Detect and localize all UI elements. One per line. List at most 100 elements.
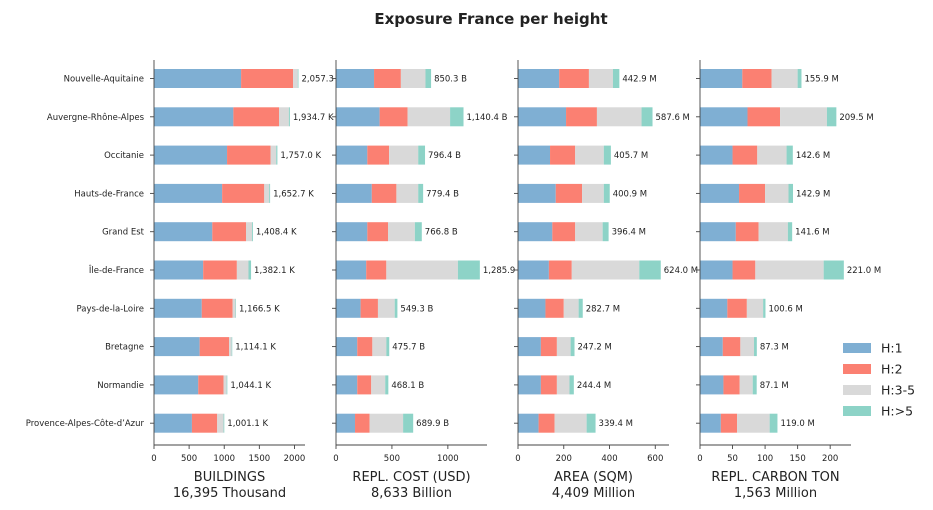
bar-segment-H1-0 xyxy=(336,69,375,88)
bar-segment-H1-3 xyxy=(700,183,740,203)
bar-segment-H2-5 xyxy=(366,260,387,280)
bar-total-label: 87.1 M xyxy=(760,381,789,391)
bar-segment-H1-9 xyxy=(336,413,356,433)
bar-segment-H5-6 xyxy=(578,298,583,318)
bar-segment-H5-8 xyxy=(226,375,228,395)
bar-segment-H2-1 xyxy=(233,107,280,127)
bar-segment-H35-8 xyxy=(556,375,570,395)
bar-segment-H35-9 xyxy=(554,413,587,433)
bar-segment-H5-3 xyxy=(788,183,794,203)
x-tick-label: 100 xyxy=(757,454,773,464)
bar-segment-H35-9 xyxy=(369,413,404,433)
legend-swatch xyxy=(843,406,871,416)
category-label: Provence-Alpes-Côte-d’Azur xyxy=(26,418,145,429)
bar-segment-H2-5 xyxy=(732,260,756,280)
bar-segment-H2-6 xyxy=(727,298,747,318)
x-tick-label: 500 xyxy=(181,454,197,464)
bar-segment-H2-7 xyxy=(357,337,373,357)
x-axis-total: 4,409 Million xyxy=(552,486,635,501)
bar-total-label: 549.3 B xyxy=(400,304,433,314)
bar-segment-H1-2 xyxy=(518,145,551,165)
bar-total-label: 1,140.4 B xyxy=(467,113,508,123)
bar-segment-H5-5 xyxy=(457,260,480,280)
bar-segment-H35-1 xyxy=(596,107,642,127)
bar-segment-H1-8 xyxy=(154,375,199,395)
bar-total-label: 1,001.1 K xyxy=(227,419,268,429)
bar-segment-H5-1 xyxy=(450,107,464,127)
bar-segment-H1-8 xyxy=(518,375,541,395)
bar-segment-H2-6 xyxy=(360,298,378,318)
bar-segment-H2-0 xyxy=(241,69,294,88)
bar-segment-H1-0 xyxy=(700,69,743,88)
bar-segment-H5-6 xyxy=(763,298,766,318)
bar-segment-H2-3 xyxy=(222,183,265,203)
bar-total-label: 244.4 M xyxy=(577,381,611,391)
bar-segment-H5-0 xyxy=(297,69,299,88)
bar-segment-H5-8 xyxy=(752,375,757,395)
bar-total-label: 119.0 M xyxy=(780,419,814,429)
legend-swatch xyxy=(843,385,871,395)
bar-segment-H35-6 xyxy=(377,298,395,318)
bar-segment-H2-8 xyxy=(357,375,372,395)
x-axis-title: REPL. COST (USD) xyxy=(352,470,470,485)
bar-segment-H5-7 xyxy=(570,337,575,357)
bar-segment-H2-3 xyxy=(739,183,766,203)
x-tick-label: 0 xyxy=(151,454,156,464)
legend-label: H:1 xyxy=(881,341,903,356)
bar-segment-H5-7 xyxy=(754,337,757,357)
chart-panels: 2,057.3 K 1,934.7 K 1,757.0 K 1,652.7 K 1,40… xyxy=(150,60,881,501)
bar-segment-H2-4 xyxy=(735,222,759,242)
category-label: Nouvelle-Aquitaine xyxy=(64,75,144,85)
x-axis-total: 1,563 Million xyxy=(734,486,817,501)
bar-segment-H2-4 xyxy=(212,222,247,242)
bar-segment-H5-4 xyxy=(787,222,793,242)
bar-segment-H35-9 xyxy=(737,413,770,433)
bar-segment-H5-4 xyxy=(414,222,422,242)
bar-segment-H1-9 xyxy=(518,413,539,433)
bar-total-label: 1,652.7 K xyxy=(273,189,314,199)
bar-segment-H35-2 xyxy=(757,145,787,165)
bar-segment-H1-2 xyxy=(700,145,733,165)
bar-segment-H5-1 xyxy=(641,107,653,127)
legend-swatch xyxy=(843,343,871,353)
bar-segment-H35-3 xyxy=(396,183,419,203)
bar-total-label: 850.3 B xyxy=(434,75,467,85)
bar-segment-H1-6 xyxy=(336,298,361,318)
category-label: Grand Est xyxy=(102,228,145,238)
bar-segment-H2-7 xyxy=(722,337,741,357)
legend-swatch xyxy=(843,364,871,374)
bar-segment-H1-9 xyxy=(154,413,192,433)
bar-segment-H35-2 xyxy=(575,145,604,165)
bar-segment-H2-7 xyxy=(540,337,557,357)
bar-total-label: 475.7 B xyxy=(392,343,425,353)
panel-3: 442.9 M 587.6 M 405.7 M 400.9 M 396.4 M 624.0… xyxy=(514,60,698,501)
category-label: Île-de-France xyxy=(88,264,144,276)
bar-segment-H5-2 xyxy=(276,145,278,165)
bar-segment-H35-4 xyxy=(758,222,788,242)
bar-segment-H2-8 xyxy=(723,375,740,395)
bar-segment-H2-1 xyxy=(379,107,408,127)
bar-segment-H1-2 xyxy=(154,145,228,165)
bar-segment-H5-3 xyxy=(603,183,610,203)
bar-segment-H5-4 xyxy=(602,222,609,242)
bar-total-label: 2,057.3 K xyxy=(301,75,342,85)
legend: H:1 H:2 H:3-5 H:>5 xyxy=(843,341,915,419)
bar-segment-H5-4 xyxy=(251,222,253,242)
bar-segment-H1-3 xyxy=(518,183,556,203)
bar-segment-H35-4 xyxy=(246,222,252,242)
bar-segment-H2-0 xyxy=(374,69,401,88)
bar-segment-H35-7 xyxy=(229,337,232,357)
bar-segment-H5-5 xyxy=(248,260,252,280)
x-tick-label: 600 xyxy=(647,454,663,464)
bar-segment-H35-0 xyxy=(293,69,298,88)
bar-segment-H2-5 xyxy=(548,260,572,280)
bar-segment-H2-9 xyxy=(720,413,738,433)
chart-title: Exposure France per height xyxy=(374,10,607,28)
bar-total-label: 396.4 M xyxy=(612,228,646,238)
bar-segment-H35-5 xyxy=(236,260,249,280)
bar-segment-H2-1 xyxy=(566,107,597,127)
bar-segment-H1-6 xyxy=(700,298,728,318)
category-label: Auvergne-Rhône-Alpes xyxy=(47,112,145,123)
bar-segment-H5-8 xyxy=(385,375,389,395)
